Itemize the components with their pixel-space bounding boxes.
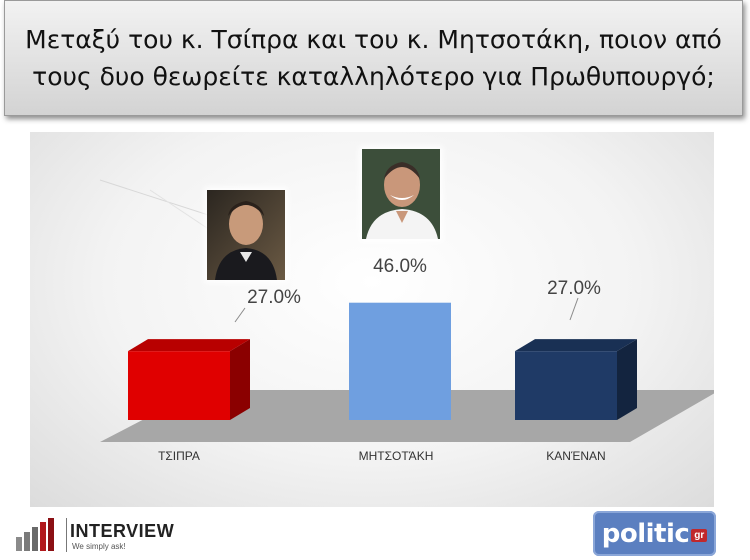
mitsotakis-photo xyxy=(362,149,440,239)
tsipras-photo xyxy=(207,190,285,280)
value-label: 27.0% xyxy=(247,287,301,308)
question-title: Μεταξύ του κ. Τσίπρα και του κ. Μητσοτάκ… xyxy=(25,25,722,91)
bar-side xyxy=(230,339,250,420)
bar-top xyxy=(515,339,637,352)
bar-side xyxy=(617,339,637,420)
politic-suffix: gr xyxy=(691,529,708,542)
politic-name: politic xyxy=(601,518,690,549)
bar xyxy=(515,351,617,420)
bar xyxy=(349,302,451,420)
category-label: ΚΑΝΈΝΑΝ xyxy=(546,449,605,463)
bar-chart: 27.0% 46.0% 27.0% ΤΣΙΠΡΑ ΜΗΤΣΟΤΆΚΗ ΚΑΝΈΝΑΝ xyxy=(99,179,714,463)
chart-area: 27.0% 46.0% 27.0% ΤΣΙΠΡΑ ΜΗΤΣΟΤΆΚΗ ΚΑΝΈΝΑΝ xyxy=(30,132,714,507)
interview-separator xyxy=(66,518,67,552)
interview-logo: INTERVIEW We simply ask! xyxy=(14,515,194,555)
value-label: 27.0% xyxy=(547,278,601,299)
interview-tagline: We simply ask! xyxy=(72,542,126,551)
portrait-icon xyxy=(207,190,285,280)
interview-bars-icon xyxy=(16,518,54,551)
interview-name: INTERVIEW xyxy=(70,521,175,541)
decor-line xyxy=(149,189,211,231)
leader-line xyxy=(234,307,246,323)
category-label: ΤΣΙΠΡΑ xyxy=(158,449,200,463)
bar xyxy=(128,351,230,420)
value-label: 46.0% xyxy=(373,256,427,277)
bar-top xyxy=(128,339,250,352)
portrait-icon xyxy=(362,149,440,239)
question-title-box: Μεταξύ του κ. Τσίπρα και του κ. Μητσοτάκ… xyxy=(4,0,743,116)
leader-line xyxy=(569,297,579,321)
category-label: ΜΗΤΣΟΤΆΚΗ xyxy=(359,449,434,463)
politic-logo: politic gr xyxy=(593,511,716,556)
